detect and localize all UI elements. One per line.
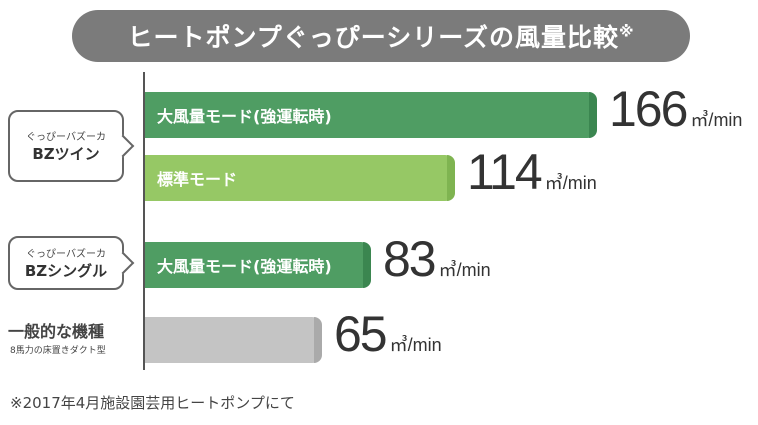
data-label: 65 ㎥/min [334,305,442,363]
data-label-unit: ㎥/min [389,335,442,355]
group-label-bz-twin: ぐっぴーバズーカ BZツイン [8,110,124,182]
bar: 標準モード [145,155,455,201]
group-label-bz-single: ぐっぴーバズーカ BZシングル [8,236,124,290]
group-small-label: ぐっぴーバズーカ [26,132,106,143]
bar-label: 大風量モード(強運転時) [157,257,332,276]
data-label: 166 ㎥/min [609,80,742,138]
data-label-value: 65 [334,306,388,362]
group-sublabel-generic: 8馬力の床置きダクト型 [10,346,106,356]
data-label-value: 83 [383,231,437,287]
group-label-generic: 一般的な機種 [8,322,105,341]
group-big-label: BZシングル [24,262,108,280]
title-footnote-mark: ※ [618,22,635,41]
data-label-unit: ㎥/min [438,260,491,280]
axis-line [143,72,145,370]
bar [145,317,322,363]
bar-end-cap [589,92,597,138]
bar: 大風量モード(強運転時) [145,92,597,138]
bar-end-cap [363,242,371,288]
data-label-unit: ㎥/min [544,173,597,193]
bar-label: 大風量モード(強運転時) [157,107,332,126]
data-label: 83 ㎥/min [383,230,491,288]
bar: 大風量モード(強運転時) [145,242,371,288]
data-label-unit: ㎥/min [690,110,743,130]
bar-end-cap [314,317,322,363]
footnote: ※2017年4月施設園芸用ヒートポンプにて [10,394,295,412]
group-small-label: ぐっぴーバズーカ [26,249,106,260]
data-label: 114 ㎥/min [467,143,597,201]
bar-label: 標準モード [157,170,238,189]
group-big-label: BZツイン [32,145,100,163]
bar-end-cap [447,155,455,201]
chart-title-pill: ヒートポンプぐっぴーシリーズの風量比較※ [72,10,690,62]
data-label-value: 166 [609,81,688,137]
chart-title: ヒートポンプぐっぴーシリーズの風量比較※ [127,22,635,52]
data-label-value: 114 [467,144,543,200]
